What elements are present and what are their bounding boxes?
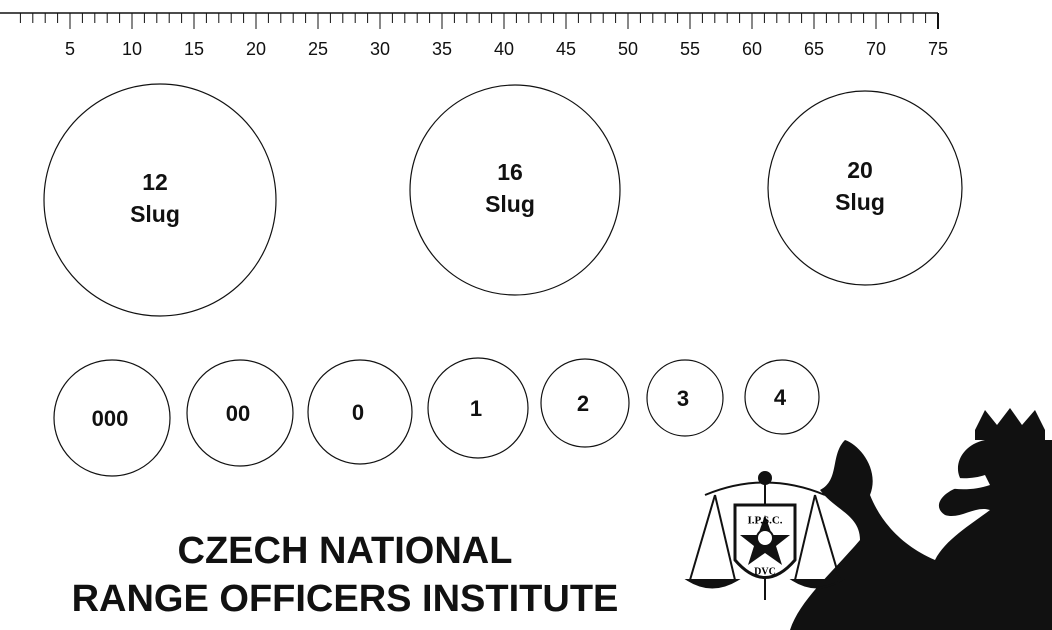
gauge-label: 12 [142,169,168,195]
title-line: CZECH NATIONAL [178,530,513,572]
gauge-label: 20 [847,157,873,183]
gauge-circle [744,359,820,435]
gauge-label: 00 [226,401,250,426]
ruler-label: 70 [866,39,886,59]
gauge-label: 1 [470,396,482,421]
gauge-circle [427,357,529,459]
ruler: 5 10 15 20 25 30 35 40 45 50 55 60 65 70 75 [0,12,948,59]
gauge-label: Slug [485,191,535,217]
gauge-label: 000 [92,406,129,431]
ruler-label: 30 [370,39,390,59]
ipsc-scales-logo [684,471,846,600]
ruler-label: 5 [65,39,75,59]
gauge-circle [53,359,171,477]
gauge-label: Slug [835,189,885,215]
gauge-circle [646,359,724,437]
ruler-label: 65 [804,39,824,59]
ruler-label: 50 [618,39,638,59]
gauge-label: Slug [130,201,180,227]
ruler-label: 10 [122,39,142,59]
logo-top-text: I.P.S.C. [747,515,782,527]
ruler-label: 75 [928,39,948,59]
ruler-label: 35 [432,39,452,59]
gauge-circle [43,83,277,317]
ruler-label: 45 [556,39,576,59]
gauge-label: 16 [497,159,523,185]
ruler-label: 25 [308,39,328,59]
lion-emblem [790,408,1052,630]
gauge-circle [307,359,413,465]
gauge-label: 2 [577,391,589,416]
gauge-circle [186,359,294,467]
ruler-label: 55 [680,39,700,59]
gauge-label: 0 [352,400,364,425]
ruler-label: 40 [494,39,514,59]
gauge-circle [409,84,621,296]
gauge-label: 4 [774,385,787,410]
title-line: RANGE OFFICERS INSTITUTE [72,578,619,620]
gauge-label: 3 [677,386,689,411]
gauge-circle [767,90,963,286]
gauge-circle [540,358,630,448]
ruler-label: 15 [184,39,204,59]
ruler-label: 20 [246,39,266,59]
ruler-label: 60 [742,39,762,59]
logo-bottom-text: DVC [754,566,776,577]
